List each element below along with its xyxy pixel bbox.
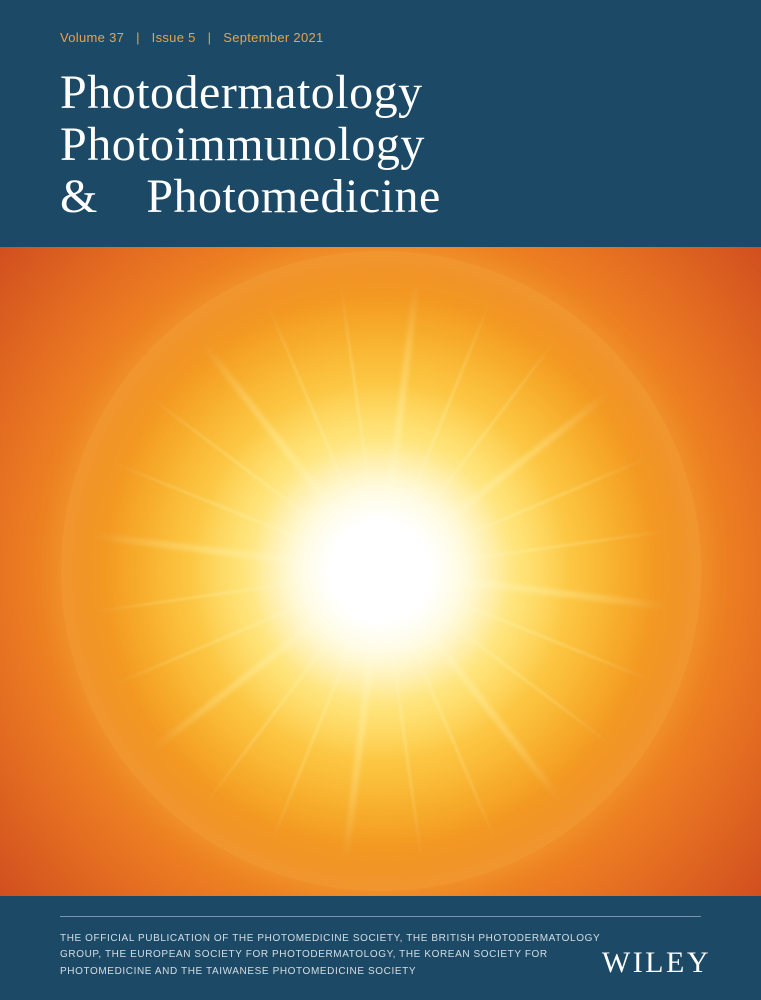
- issue-info: Volume 37 | Issue 5 | September 2021: [60, 30, 701, 45]
- title-line-1: Photodermatology: [60, 67, 701, 119]
- publisher-logo: WILEY: [602, 946, 711, 980]
- issue-date: September 2021: [223, 30, 323, 45]
- separator: |: [208, 30, 212, 45]
- separator: |: [136, 30, 140, 45]
- cover-header: Volume 37 | Issue 5 | September 2021 Pho…: [0, 0, 761, 247]
- footer-divider: [60, 916, 701, 917]
- journal-title: Photodermatology Photoimmunology & Photo…: [60, 67, 701, 222]
- sun-core: [0, 247, 761, 895]
- title-line-3: & Photomedicine: [60, 171, 701, 223]
- volume-label: Volume 37: [60, 30, 124, 45]
- cover-footer: THE OFFICIAL PUBLICATION OF THE PHOTOMED…: [0, 896, 761, 1000]
- cover-art-sunburst: [0, 247, 761, 895]
- issue-label: Issue 5: [152, 30, 196, 45]
- societies-text: THE OFFICIAL PUBLICATION OF THE PHOTOMED…: [60, 931, 640, 981]
- journal-cover: Volume 37 | Issue 5 | September 2021 Pho…: [0, 0, 761, 1000]
- title-line-2: Photoimmunology: [60, 119, 701, 171]
